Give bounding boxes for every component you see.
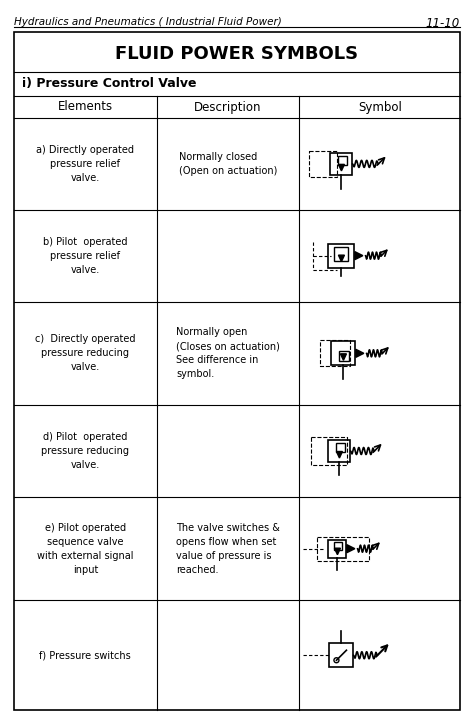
Polygon shape <box>338 255 345 262</box>
Text: e) Pilot operated
sequence valve
with external signal
input: e) Pilot operated sequence valve with ex… <box>37 523 134 575</box>
Bar <box>318 536 369 560</box>
Text: Normally open
(Closes on actuation)
See difference in
symbol.: Normally open (Closes on actuation) See … <box>176 328 280 380</box>
Text: Normally closed
(Open on actuation): Normally closed (Open on actuation) <box>179 152 277 176</box>
Bar <box>339 351 349 362</box>
Polygon shape <box>356 349 364 357</box>
Bar <box>320 341 350 367</box>
Text: f) Pressure switchs: f) Pressure switchs <box>39 650 131 660</box>
Text: b) Pilot  operated
pressure relief
valve.: b) Pilot operated pressure relief valve. <box>43 236 128 275</box>
Text: Symbol: Symbol <box>358 100 401 114</box>
Bar <box>329 643 354 667</box>
Polygon shape <box>355 252 363 260</box>
Polygon shape <box>335 548 340 555</box>
Bar <box>328 539 346 557</box>
Text: 11-10: 11-10 <box>426 17 460 30</box>
Bar <box>338 156 347 165</box>
Bar <box>337 443 346 452</box>
Bar <box>310 151 337 177</box>
Text: d) Pilot  operated
pressure reducing
valve.: d) Pilot operated pressure reducing valv… <box>41 432 129 470</box>
Polygon shape <box>338 164 345 171</box>
Bar <box>328 244 355 268</box>
Bar <box>331 341 356 365</box>
Text: Hydraulics and Pneumatics ( Industrial Fluid Power): Hydraulics and Pneumatics ( Industrial F… <box>14 17 282 27</box>
Text: c)  Directly operated
pressure reducing
valve.: c) Directly operated pressure reducing v… <box>35 334 136 372</box>
Polygon shape <box>340 354 346 360</box>
Bar <box>330 153 353 175</box>
Text: Elements: Elements <box>58 100 113 114</box>
Text: Description: Description <box>194 100 262 114</box>
Text: a) Directly operated
pressure relief
valve.: a) Directly operated pressure relief val… <box>36 145 134 183</box>
Bar <box>335 247 348 260</box>
Polygon shape <box>347 544 355 552</box>
Bar <box>335 542 342 549</box>
Text: The valve switches &
opens flow when set
value of pressure is
reached.: The valve switches & opens flow when set… <box>176 523 280 575</box>
Bar <box>328 440 350 462</box>
Text: i) Pressure Control Valve: i) Pressure Control Valve <box>22 77 197 90</box>
Bar <box>311 437 347 465</box>
Polygon shape <box>337 451 342 458</box>
Text: FLUID POWER SYMBOLS: FLUID POWER SYMBOLS <box>116 45 358 63</box>
